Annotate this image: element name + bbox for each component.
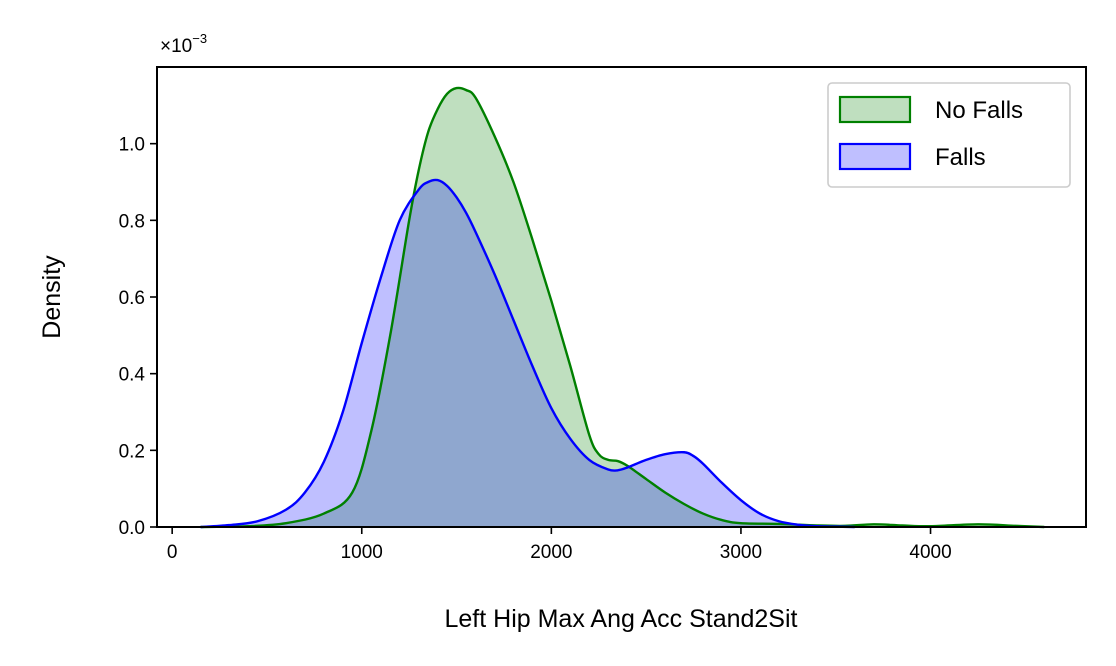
axes-layer: 0 1000 2000 3000 4000 0.0 0.2 0.4 0.6 0.8 1.0 [119,66,1087,563]
legend-label-falls: Falls [935,144,986,171]
legend: No Falls Falls [827,82,1071,188]
y-tick-label: 0.6 [119,288,145,309]
legend-swatch-bg-falls [840,144,910,169]
x-axis-label: Left Hip Max Ang Acc Stand2Sit [445,605,798,633]
series-fill-falls [200,179,855,528]
series-layer [200,86,1045,529]
legend-swatch-bg-no-falls [840,97,910,122]
y-axis-label: Density [38,255,66,339]
y-tick-label: 0.8 [119,211,145,232]
y-offset-exponent: −3 [192,31,207,46]
y-tick-label: 0.0 [119,518,145,539]
x-tick-label: 4000 [909,542,951,563]
y-tick-label: 1.0 [119,135,145,156]
legend-label-no-falls: No Falls [935,97,1023,124]
y-tick-label: 0.2 [119,441,145,462]
series-fill-no-falls [200,87,1045,528]
x-tick-label: 1000 [341,542,383,563]
x-tick-label: 3000 [720,542,762,563]
legend-swatch-no-falls [838,95,912,124]
series-line-falls [200,178,855,529]
y-axis-offset-label: ×10−3 [160,31,207,57]
x-tick-label: 2000 [530,542,572,563]
y-tick-label: 0.4 [119,365,146,386]
x-tick-label: 0 [167,542,178,563]
y-offset-base: ×10 [160,36,192,57]
legend-swatch-falls [838,142,912,171]
